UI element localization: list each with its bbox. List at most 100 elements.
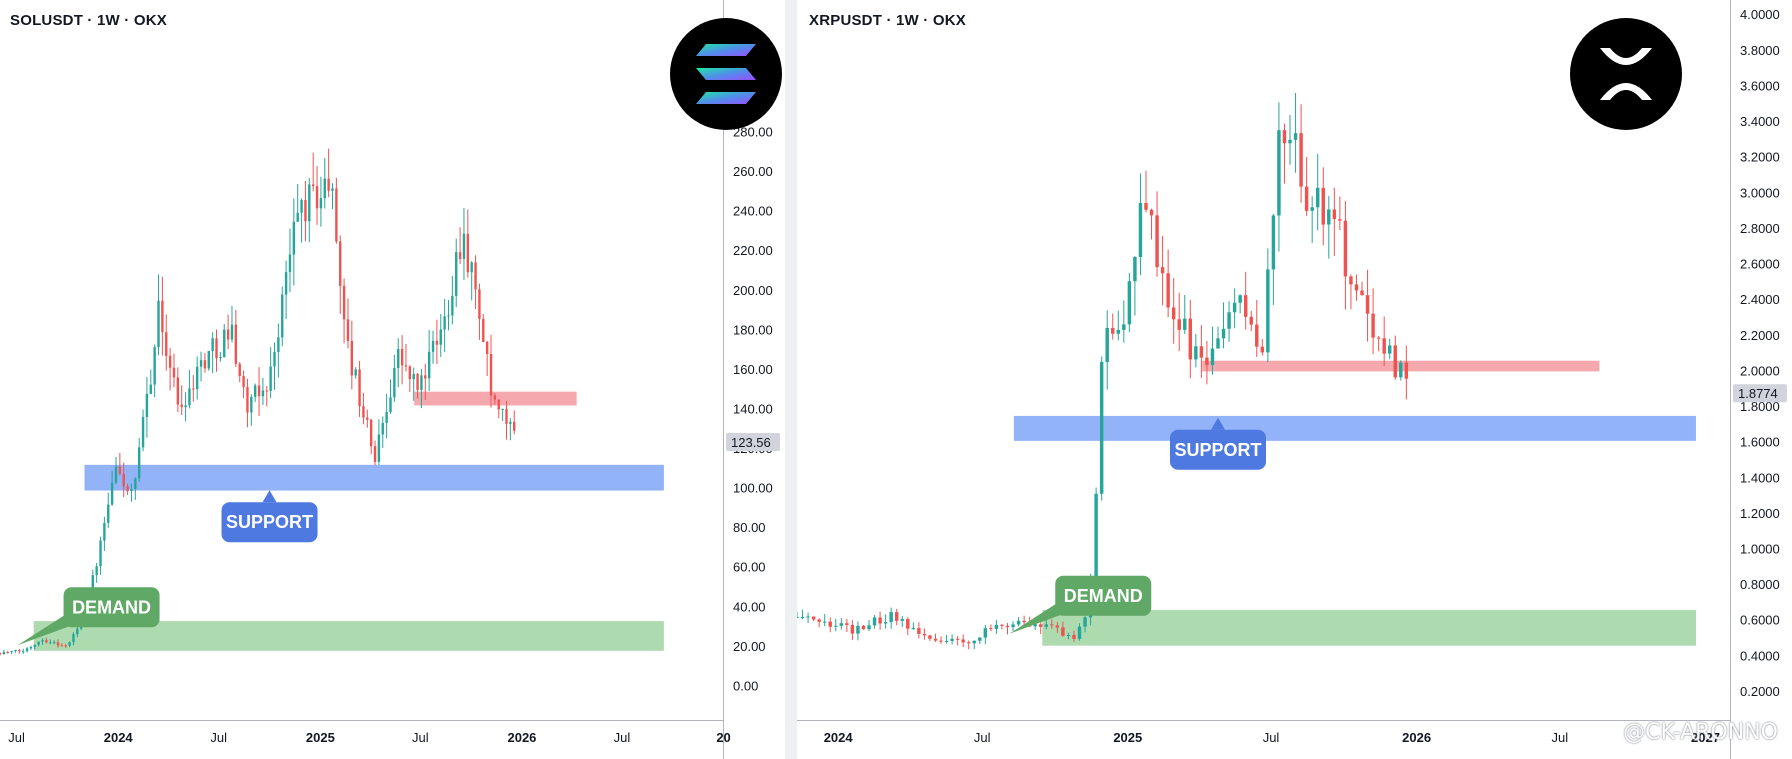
sol-x-tick-label: 20	[716, 730, 730, 745]
xrp-candle-body	[1288, 139, 1292, 144]
sol-candle-body	[369, 419, 373, 447]
sol-chart-panel[interactable]: SUPPORTDEMAND320.00300.00280.00260.00240…	[0, 0, 785, 759]
xrp-demand-callout-label: DEMAND	[1064, 586, 1143, 606]
sol-candle-body	[350, 340, 354, 376]
sol-candle-body	[470, 262, 473, 273]
xrp-candle-body	[1376, 337, 1381, 339]
sol-candle-body	[165, 332, 168, 356]
sol-candle-body	[149, 384, 152, 394]
sol-support-callout-label: SUPPORT	[226, 512, 313, 532]
watermark-text: @CK-ARONNO	[1623, 720, 1778, 745]
xrp-candle-body	[1116, 329, 1121, 334]
sol-candle-body	[0, 652, 2, 655]
sol-candle-body	[172, 367, 176, 378]
xrp-candle-body	[994, 624, 999, 629]
xrp-support-callout-pointer	[1210, 417, 1225, 430]
xrp-candle-body	[1111, 327, 1115, 334]
xrp-candle-body	[1293, 133, 1298, 140]
sol-candle-body	[199, 360, 203, 367]
xrp-y-tick-label: 4.0000	[1740, 7, 1780, 22]
sol-candle-body	[447, 315, 450, 317]
sol-candle-body	[339, 241, 342, 286]
sol-candle-body	[462, 233, 466, 259]
sol-support-zone	[84, 464, 664, 491]
xrp-candle-body	[955, 638, 960, 640]
xrp-price-axis	[1730, 0, 1792, 759]
sol-x-tick-label: 2025	[306, 730, 335, 745]
xrp-candle-body	[967, 642, 971, 644]
sol-candle-body	[381, 422, 384, 435]
sol-chart-svg[interactable]: SUPPORTDEMAND320.00300.00280.00260.00240…	[0, 0, 785, 759]
xrp-candle-body	[1149, 209, 1154, 216]
xrp-demand-callout-pointer	[1009, 601, 1070, 634]
xrp-chart-svg[interactable]: SUPPORT DEMAND 4.0000 3.8000 3.6000 3.4000 3.2…	[797, 0, 1792, 759]
xrp-candle-body	[1255, 324, 1259, 347]
sol-candle-body	[482, 318, 485, 342]
sol-candle-body	[342, 285, 346, 320]
sol-candle-body	[304, 200, 307, 222]
sol-candle-body	[315, 186, 319, 209]
sol-candle-body	[408, 366, 412, 380]
xrp-candle-body	[856, 625, 860, 634]
sol-candle-body	[29, 646, 33, 649]
sol-candle-body	[211, 338, 214, 352]
xrp-candle-body	[1050, 624, 1054, 626]
sol-candle-body	[6, 652, 9, 654]
sol-x-tick-label: 2024	[104, 730, 134, 745]
sol-y-tick-label: 180.00	[733, 322, 773, 337]
sol-candle-body	[273, 351, 276, 367]
xrp-candle-body	[1404, 362, 1409, 379]
xrp-candle-body	[1232, 302, 1237, 313]
xrp-candle-body	[797, 617, 799, 619]
sol-support-callout-box	[221, 502, 318, 543]
xrp-candle-body	[872, 617, 877, 626]
sol-candle-body	[513, 421, 516, 431]
sol-candle-body	[377, 434, 381, 462]
sol-candle-body	[296, 212, 299, 222]
xrp-y-tick-label: 2.6000	[1740, 257, 1780, 272]
sol-candle-body	[192, 388, 195, 390]
sol-candle-body	[68, 642, 71, 646]
xrp-candle-body	[1105, 327, 1109, 362]
xrp-candle-body	[1304, 186, 1309, 211]
sol-candle-body	[168, 355, 172, 368]
xrp-chart-panel[interactable]: SUPPORT DEMAND 4.0000 3.8000 3.6000 3.4000 3.2…	[797, 0, 1792, 759]
xrp-y-tick-label: 1.6000	[1740, 435, 1780, 450]
sol-candle-body	[107, 504, 110, 523]
xrp-candle-body	[1277, 130, 1281, 216]
xrp-candle-body	[1343, 220, 1348, 277]
xrp-candle-body	[1266, 269, 1270, 353]
xrp-candle-body	[1282, 130, 1287, 144]
sol-candle-body	[215, 338, 218, 359]
xrp-candle-body	[1349, 276, 1353, 285]
xrp-candle-body	[1388, 345, 1392, 354]
xrp-candle-body	[1338, 219, 1342, 221]
xrp-candle-body	[1260, 346, 1265, 353]
xrp-candle-body	[1365, 295, 1370, 314]
sol-candle-body	[130, 489, 133, 492]
sol-candle-body	[122, 473, 125, 487]
xrp-candle-body	[989, 628, 993, 630]
xrp-candle-body	[811, 616, 816, 620]
sol-candle-body	[161, 300, 164, 333]
xrp-y-tick-label: 1.2000	[1740, 506, 1780, 521]
sol-candle-body	[400, 348, 404, 366]
sol-candle-body	[354, 369, 357, 376]
sol-candle-body	[230, 324, 234, 340]
solana-logo-icon	[670, 18, 782, 130]
sol-y-tick-label: 200.00	[733, 283, 773, 298]
xrp-y-tick-label: 1.4000	[1740, 470, 1780, 485]
sol-y-tick-label: 100.00	[733, 481, 773, 496]
sol-candle-body	[76, 628, 79, 635]
xrp-candle-body	[1205, 357, 1209, 365]
xrp-candle-body	[1243, 295, 1248, 317]
xrp-candle-body	[1016, 620, 1021, 625]
xrp-candle-body	[1188, 318, 1193, 360]
xrp-candle-body	[1155, 215, 1159, 268]
xrp-candle-body	[1011, 624, 1015, 628]
xrp-y-tick-label: 2.0000	[1740, 363, 1780, 378]
xrp-candle-body	[1122, 324, 1126, 330]
xrp-candle-body	[928, 635, 932, 639]
sol-candle-body	[420, 375, 423, 390]
sol-candle-body	[505, 408, 508, 424]
